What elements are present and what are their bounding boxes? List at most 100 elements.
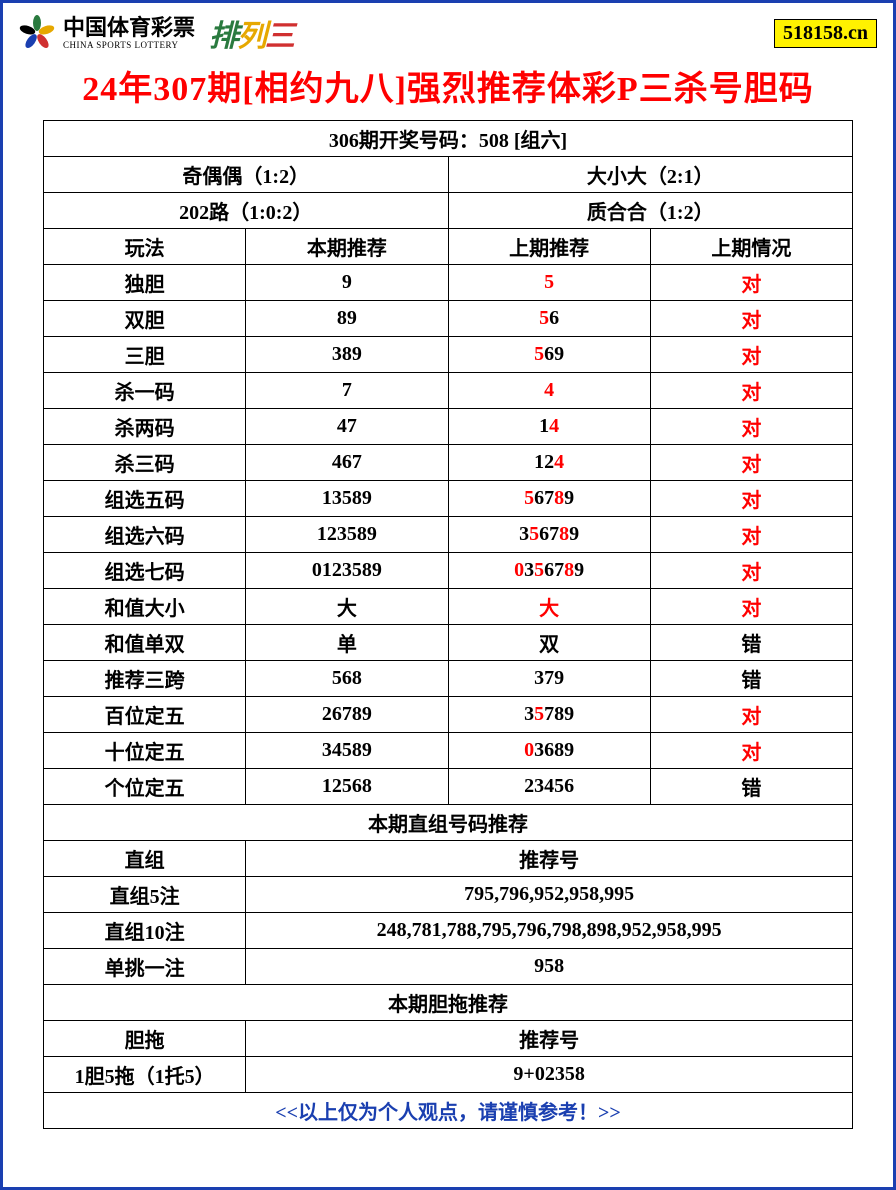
prev-value: 双 [448,625,650,661]
play-name: 杀两码 [44,409,246,445]
combo-name: 直组5注 [44,877,246,913]
table-row: 和值单双单双错 [44,625,853,661]
current-value: 123589 [246,517,448,553]
play-name: 和值大小 [44,589,246,625]
result-value: 对 [650,481,852,517]
prediction-table: 306期开奖号码：508 [组六] 奇偶偶（1:2）大小大（2:1）202路（1… [43,120,853,1129]
table-row: 组选七码01235890356789对 [44,553,853,589]
current-value: 9 [246,265,448,301]
play-name: 组选七码 [44,553,246,589]
logo-cn: 中国体育彩票 [63,16,195,40]
draw-result: 306期开奖号码：508 [组六] [44,121,853,157]
prev-value: 569 [448,337,650,373]
current-value: 7 [246,373,448,409]
current-value: 34589 [246,733,448,769]
pattern-left: 202路（1:0:2） [44,193,449,229]
table-row: 奇偶偶（1:2）大小大（2:1） [44,157,853,193]
col-header-play: 玩法 [44,229,246,265]
footer-note: <<以上仅为个人观点，请谨慎参考！>> [44,1093,853,1129]
table-row: 组选五码1358956789对 [44,481,853,517]
current-value: 389 [246,337,448,373]
table-row: 独胆95对 [44,265,853,301]
current-value: 0123589 [246,553,448,589]
result-value: 对 [650,265,852,301]
plsan-char: 列 [237,11,265,55]
table-row: 杀两码4714对 [44,409,853,445]
play-name: 杀三码 [44,445,246,481]
table-row: 杀一码74对 [44,373,853,409]
plsan-char: 排 [209,11,237,55]
play-name: 杀一码 [44,373,246,409]
current-value: 467 [246,445,448,481]
site-badge: 518158.cn [774,19,877,48]
current-value: 47 [246,409,448,445]
main-title: 24年307期[相约九八]强烈推荐体彩P三杀号胆码 [3,59,893,120]
section-header: 本期直组号码推荐 [44,805,853,841]
current-value: 单 [246,625,448,661]
play-name: 组选五码 [44,481,246,517]
table-row: 双胆8956对 [44,301,853,337]
prev-value: 56 [448,301,650,337]
combo-name: 单挑一注 [44,949,246,985]
play-name: 百位定五 [44,697,246,733]
pattern-right: 质合合（1:2） [448,193,853,229]
pailie-san-logo: 排列三 [209,11,293,55]
result-value: 错 [650,625,852,661]
play-name: 十位定五 [44,733,246,769]
current-value: 13589 [246,481,448,517]
table-row: 1胆5拖（1托5）9+02358 [44,1057,853,1093]
prev-value: 23456 [448,769,650,805]
col-header: 推荐号 [246,1021,853,1057]
prev-value: 5 [448,265,650,301]
table-row: 直组10注248,781,788,795,796,798,898,952,958… [44,913,853,949]
result-value: 对 [650,553,852,589]
prev-value: 356789 [448,517,650,553]
result-value: 对 [650,589,852,625]
result-value: 对 [650,337,852,373]
table-row: 百位定五2678935789对 [44,697,853,733]
table-row: 202路（1:0:2）质合合（1:2） [44,193,853,229]
prev-value: 0356789 [448,553,650,589]
play-name: 三胆 [44,337,246,373]
table-row: 十位定五3458903689对 [44,733,853,769]
table-row: 个位定五1256823456错 [44,769,853,805]
result-value: 对 [650,697,852,733]
table-row: 玩法本期推荐上期推荐上期情况 [44,229,853,265]
prev-value: 124 [448,445,650,481]
table-row: <<以上仅为个人观点，请谨慎参考！>> [44,1093,853,1129]
combo-value: 958 [246,949,853,985]
table-row: 杀三码467124对 [44,445,853,481]
result-value: 对 [650,373,852,409]
prev-value: 大 [448,589,650,625]
result-value: 对 [650,445,852,481]
col-header: 胆拖 [44,1021,246,1057]
logo-en: CHINA SPORTS LOTTERY [63,40,195,50]
table-row: 单挑一注958 [44,949,853,985]
table-row: 直组5注795,796,952,958,995 [44,877,853,913]
dantuo-name: 1胆5拖（1托5） [44,1057,246,1093]
section-header: 本期胆拖推荐 [44,985,853,1021]
prev-value: 379 [448,661,650,697]
col-header: 直组 [44,841,246,877]
col-header-current: 本期推荐 [246,229,448,265]
draw-result-row: 306期开奖号码：508 [组六] [44,121,853,157]
table-row: 组选六码123589356789对 [44,517,853,553]
current-value: 大 [246,589,448,625]
result-value: 对 [650,301,852,337]
table-row: 推荐三跨568379错 [44,661,853,697]
table-row: 胆拖推荐号 [44,1021,853,1057]
col-header-result: 上期情况 [650,229,852,265]
col-header-prev: 上期推荐 [448,229,650,265]
table-row: 三胆389569对 [44,337,853,373]
table-row: 直组推荐号 [44,841,853,877]
prev-value: 35789 [448,697,650,733]
current-value: 89 [246,301,448,337]
play-name: 独胆 [44,265,246,301]
prev-value: 56789 [448,481,650,517]
prev-value: 14 [448,409,650,445]
current-value: 12568 [246,769,448,805]
result-value: 错 [650,769,852,805]
dantuo-value: 9+02358 [246,1057,853,1093]
header: 中国体育彩票 CHINA SPORTS LOTTERY 排列三 518158.c… [3,3,893,59]
table-container: 306期开奖号码：508 [组六] 奇偶偶（1:2）大小大（2:1）202路（1… [3,120,893,1129]
